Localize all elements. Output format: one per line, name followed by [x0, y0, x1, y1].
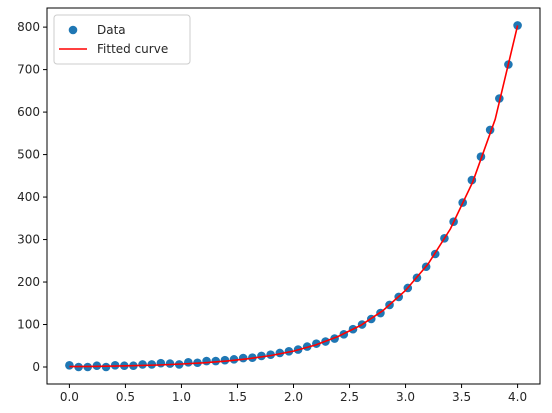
x-tick-label: 0.5	[116, 390, 135, 404]
plot-area	[65, 21, 522, 372]
y-tick-label: 400	[17, 190, 40, 204]
legend-label-data: Data	[97, 23, 126, 37]
data-point	[156, 358, 166, 368]
x-tick-label: 1.0	[172, 390, 191, 404]
data-point	[138, 360, 147, 369]
data-point	[211, 356, 221, 366]
x-tick-label: 3.5	[452, 390, 471, 404]
y-tick-label: 700	[17, 63, 40, 77]
y-tick-label: 500	[17, 148, 40, 162]
legend-label-fitted-curve: Fitted curve	[97, 42, 168, 56]
y-tick-label: 200	[17, 275, 40, 289]
x-tick-label: 3.0	[396, 390, 415, 404]
data-point	[229, 355, 239, 364]
x-tick-label: 2.0	[284, 390, 303, 404]
data-point	[238, 353, 248, 363]
fitted-curve-line	[69, 25, 519, 368]
legend: Data Fitted curve	[53, 14, 191, 65]
data-point	[220, 355, 230, 365]
y-tick-label: 100	[17, 318, 40, 332]
x-tick-label: 4.0	[508, 390, 527, 404]
legend-marker-data	[68, 25, 78, 35]
data-point	[65, 361, 74, 370]
axes-frame	[46, 7, 541, 385]
y-tick-label: 0	[32, 360, 40, 374]
data-point	[257, 351, 266, 361]
y-tick-label: 800	[17, 20, 40, 34]
y-tick-label: 600	[17, 105, 40, 119]
x-tick-label: 2.5	[340, 390, 359, 404]
x-tick-label: 1.5	[228, 390, 247, 404]
legend-box	[53, 14, 191, 65]
data-point	[165, 359, 175, 368]
y-axis: 0 100 200 300 400 500 600 700 800	[17, 20, 47, 374]
y-tick-label: 300	[17, 233, 40, 247]
data-point	[266, 350, 275, 359]
data-point	[183, 358, 193, 367]
x-axis: 0.0 0.5 1.0 1.5 2.0 2.5 3.0 3.5 4.0	[60, 384, 527, 404]
x-tick-label: 0.0	[60, 390, 79, 404]
data-point	[202, 356, 211, 366]
